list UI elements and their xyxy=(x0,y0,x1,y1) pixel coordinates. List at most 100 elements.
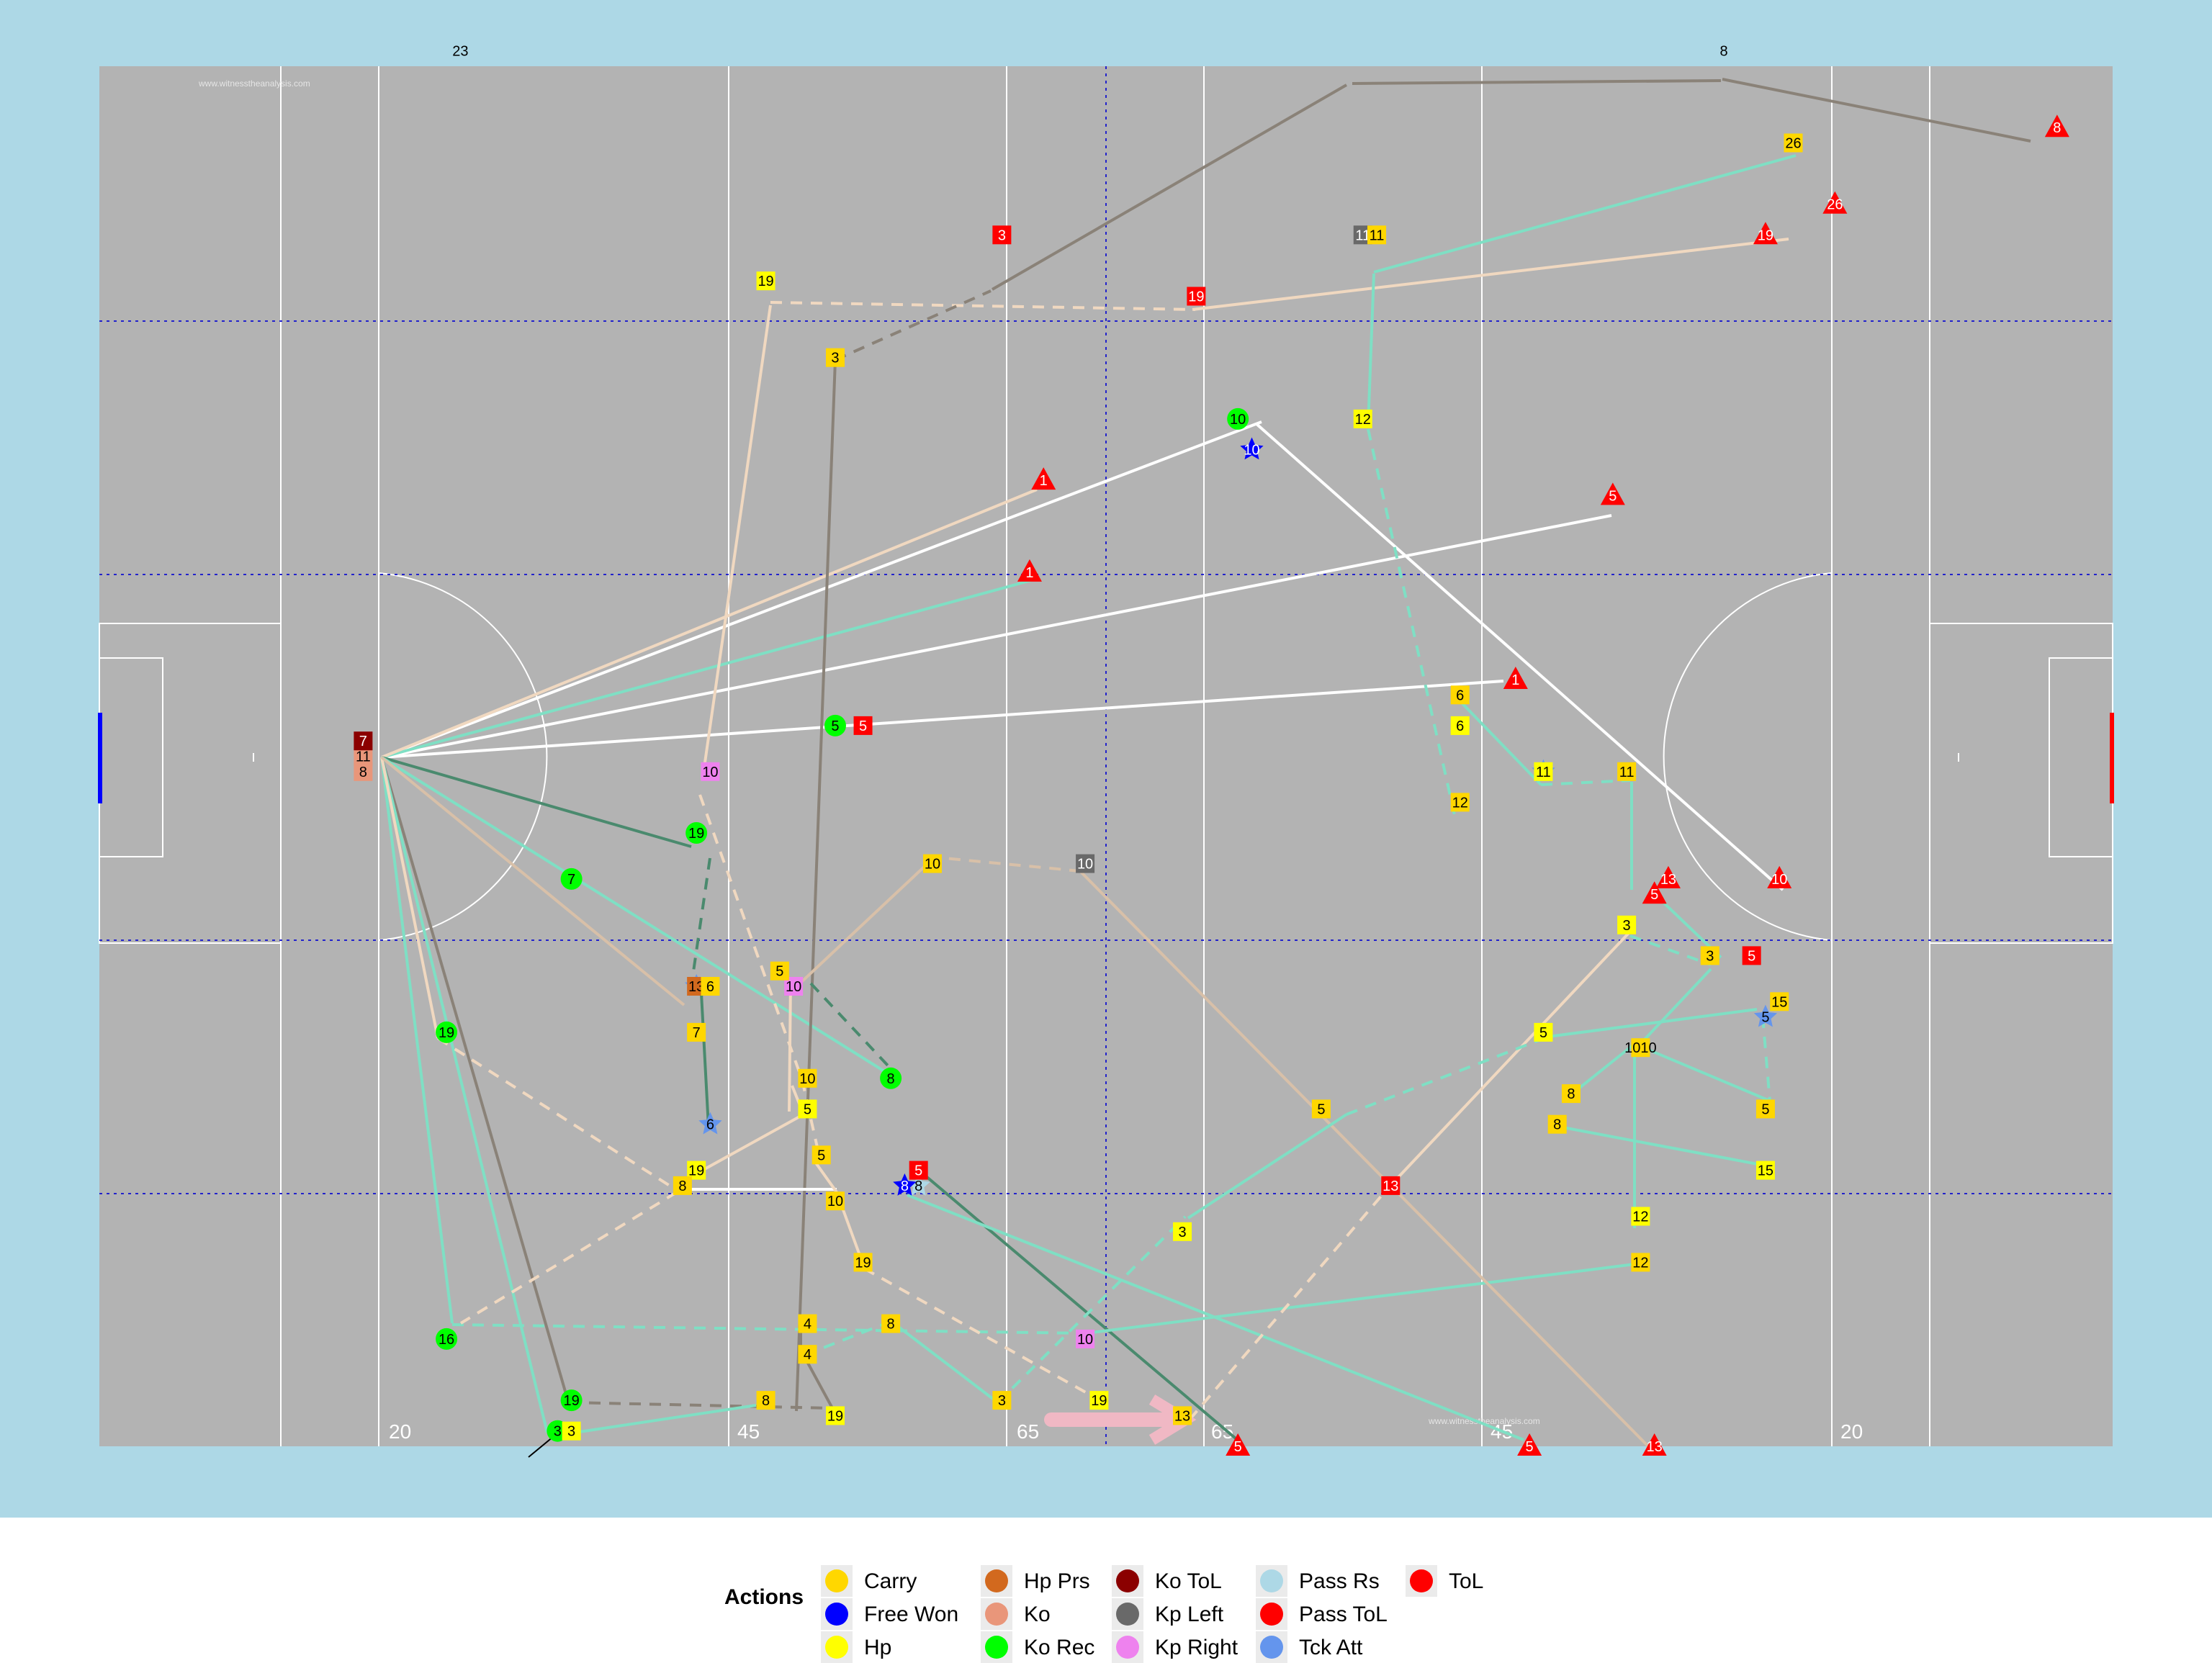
action-marker xyxy=(436,1021,458,1043)
action-point: 13 xyxy=(1642,1433,1667,1456)
legend-key xyxy=(1256,1631,1287,1663)
action-marker xyxy=(449,38,472,61)
action-label: 10 xyxy=(799,1071,815,1087)
action-label: 3 xyxy=(998,227,1006,243)
legend-key xyxy=(1256,1565,1287,1597)
action-marker xyxy=(853,716,873,735)
action-point: 19 xyxy=(685,822,708,844)
watermark: www.witnesstheanalysis.com xyxy=(198,78,310,89)
action-marker xyxy=(992,1391,1012,1410)
action-point: 10 xyxy=(1076,1329,1095,1348)
zone-lines xyxy=(99,66,2113,1446)
action-point: 19 xyxy=(560,1389,583,1412)
action-label: 6 xyxy=(706,979,714,995)
legend-label: ToL xyxy=(1449,1569,1484,1593)
action-point: 10 xyxy=(784,977,804,996)
action-point: 16 xyxy=(436,1328,458,1350)
action-point: 7 xyxy=(687,1022,706,1042)
action-marker xyxy=(1450,685,1470,705)
action-point: 5 xyxy=(853,716,873,735)
action-point: 3 xyxy=(1617,915,1637,934)
action-point: 8 xyxy=(1712,38,1736,61)
action-marker xyxy=(673,1176,692,1195)
action-marker xyxy=(1076,1329,1095,1348)
action-label: 5 xyxy=(1526,1439,1534,1455)
action-label: 19 xyxy=(757,274,773,289)
action-marker xyxy=(1642,1433,1667,1456)
action-point: 8 xyxy=(354,762,373,781)
action-label: 13 xyxy=(1382,1178,1398,1194)
action-point: 13 xyxy=(1381,1176,1401,1195)
action-point: 8 xyxy=(2044,114,2069,138)
action-label: 8 xyxy=(359,765,367,780)
action-point: 5 xyxy=(1742,946,1761,965)
action-label: 3 xyxy=(1623,918,1631,934)
action-marker xyxy=(1822,191,1848,214)
action-point: 19 xyxy=(756,271,775,291)
action-label: 12 xyxy=(1355,412,1371,428)
action-point: 12 xyxy=(1631,1207,1650,1226)
action-label: 8 xyxy=(1567,1086,1575,1102)
action-marker xyxy=(1712,38,1736,61)
action-marker xyxy=(1547,1114,1567,1134)
legend-swatch xyxy=(1410,1569,1433,1592)
action-label: 7 xyxy=(567,872,575,888)
legend-label: Ko xyxy=(1024,1603,1051,1626)
action-label: 26 xyxy=(1785,136,1801,152)
legend-label: Kp Right xyxy=(1155,1636,1238,1659)
action-label: 8 xyxy=(901,1178,909,1194)
action-label: 3 xyxy=(831,351,839,366)
action-label: 5 xyxy=(804,1101,811,1117)
legend-key xyxy=(1406,1565,1437,1597)
action-point: 19 xyxy=(1089,1391,1109,1410)
action-point: 1 xyxy=(1503,667,1528,689)
action-label: 19 xyxy=(1758,227,1773,243)
action-marker xyxy=(756,271,775,291)
legend-swatch xyxy=(1260,1569,1283,1592)
action-point: 10 xyxy=(825,1191,845,1211)
distance-label: 45 xyxy=(737,1420,760,1443)
action-point: 7 xyxy=(354,731,373,751)
action-label: 5 xyxy=(1539,1025,1547,1041)
action-marker xyxy=(1311,1099,1331,1119)
action-label: 13 xyxy=(1660,872,1676,888)
action-label: 10 xyxy=(1077,857,1093,873)
action-point: 12 xyxy=(1353,409,1372,428)
legend-key xyxy=(821,1565,853,1597)
action-label: 7 xyxy=(359,734,367,749)
action-label: 5 xyxy=(1234,1439,1242,1455)
action-marker xyxy=(1089,1391,1109,1410)
action-label: 15 xyxy=(1771,994,1787,1010)
action-point: 15 xyxy=(1770,992,1789,1011)
action-label: 10 xyxy=(827,1194,843,1209)
action-point: 8 xyxy=(907,1173,930,1196)
action-label: 19 xyxy=(688,826,704,842)
legend-label: Hp xyxy=(864,1636,892,1659)
action-point: 8 xyxy=(881,1314,901,1333)
action-label: 8 xyxy=(914,1178,922,1194)
action-point: 13 xyxy=(1173,1406,1192,1425)
action-marker xyxy=(922,854,942,873)
action-marker xyxy=(1517,1433,1542,1456)
action-marker xyxy=(687,1022,706,1042)
watermark: www.witnesstheanalysis.com xyxy=(1428,1416,1540,1426)
distance-labels: 20 45 65 65 45 20 xyxy=(389,1420,1863,1443)
action-marker xyxy=(798,1314,817,1333)
action-point: 19 xyxy=(853,1253,873,1272)
legend-label: Hp Prs xyxy=(1024,1569,1090,1593)
action-point: 8 xyxy=(673,1176,692,1195)
action-label: 8 xyxy=(678,1178,686,1194)
action-marker xyxy=(853,1253,873,1272)
action-marker xyxy=(1617,762,1637,781)
action-marker xyxy=(1187,287,1206,306)
action-marker xyxy=(1631,1207,1650,1226)
action-label: 23 xyxy=(452,44,468,60)
action-point: 10 xyxy=(798,1068,817,1088)
action-label: 11 xyxy=(1370,227,1385,243)
action-marker xyxy=(770,961,789,981)
action-point: 19 xyxy=(1187,287,1206,306)
action-marker xyxy=(2044,114,2069,138)
action-marker xyxy=(1017,559,1042,582)
action-marker xyxy=(798,1345,817,1364)
legend-area xyxy=(0,1518,2212,1659)
